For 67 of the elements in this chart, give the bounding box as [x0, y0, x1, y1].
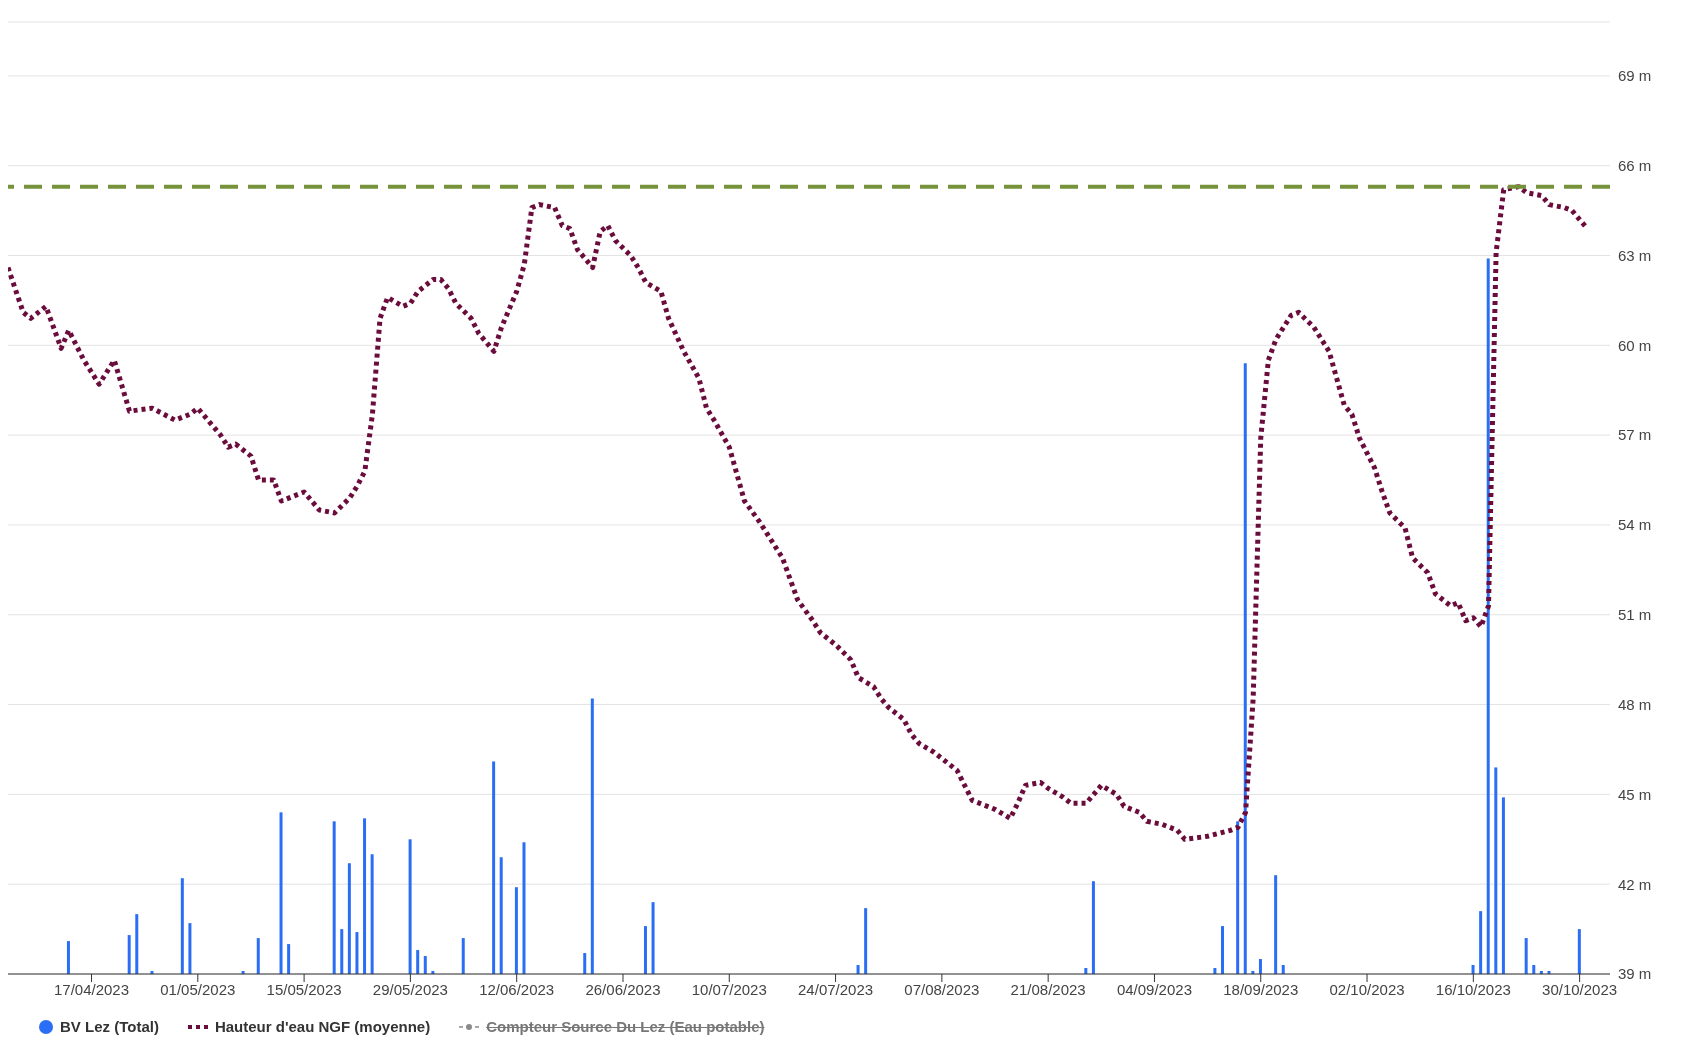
y-tick-label: 48 m [1618, 695, 1652, 713]
bar [180, 878, 184, 974]
bar [514, 887, 518, 974]
y-tick-label: 42 m [1618, 875, 1652, 893]
legend-label: BV Lez (Total) [60, 1018, 159, 1035]
y-tick-label: 57 m [1618, 426, 1652, 444]
bar [1479, 911, 1483, 974]
y-tick-label: 69 m [1618, 67, 1652, 85]
bar [279, 812, 283, 974]
x-tick-label: 29/05/2023 [372, 980, 448, 998]
x-tick-label: 26/06/2023 [585, 980, 661, 998]
x-tick-label: 15/05/2023 [266, 980, 342, 998]
x-tick-label: 21/08/2023 [1010, 980, 1086, 998]
bar [370, 854, 374, 974]
y-tick-label: 66 m [1618, 157, 1652, 175]
x-tick-label: 18/09/2023 [1223, 980, 1299, 998]
y-tick-label: 45 m [1618, 785, 1652, 803]
x-tick-label: 16/10/2023 [1435, 980, 1511, 998]
bar [1494, 767, 1498, 974]
bar [1274, 875, 1278, 974]
x-tick-label: 30/10/2023 [1542, 980, 1618, 998]
bar [1501, 797, 1505, 974]
bar [287, 944, 291, 974]
bar [416, 950, 420, 974]
bar [864, 908, 868, 974]
x-tick-label: 17/04/2023 [53, 980, 130, 998]
bar [1236, 821, 1240, 974]
bar [651, 902, 655, 974]
bar [188, 923, 192, 974]
bar [1243, 363, 1247, 974]
bar [492, 761, 496, 974]
bar [583, 953, 587, 974]
bar [332, 821, 336, 974]
x-tick-label: 07/08/2023 [904, 980, 980, 998]
x-tick-label: 24/07/2023 [798, 980, 874, 998]
legend-label: Hauteur d'eau NGF (moyenne) [214, 1018, 431, 1035]
bar [590, 698, 594, 974]
y-tick-label: 39 m [1618, 965, 1652, 983]
y-tick-label: 51 m [1618, 606, 1652, 624]
bar [135, 914, 139, 974]
bar [256, 938, 260, 974]
bar [1220, 926, 1224, 974]
y-tick-label: 63 m [1618, 246, 1652, 264]
bar [340, 929, 344, 974]
bar [1258, 959, 1262, 974]
bar [127, 935, 131, 974]
bar [522, 842, 526, 974]
bar [66, 941, 70, 974]
bar [499, 857, 503, 974]
x-tick-label: 02/10/2023 [1329, 980, 1405, 998]
legend-label: Compteur Source Du Lez (Eau potable) [486, 1018, 765, 1035]
bar [347, 863, 351, 974]
bar [355, 932, 359, 974]
bar [1577, 929, 1581, 974]
y-tick-label: 60 m [1618, 336, 1652, 354]
x-tick-label: 01/05/2023 [160, 980, 236, 998]
bar [408, 839, 412, 974]
bar [1091, 881, 1095, 974]
x-tick-label: 12/06/2023 [479, 980, 555, 998]
y-tick-label: 54 m [1618, 516, 1652, 534]
bar [1524, 938, 1528, 974]
x-tick-label: 10/07/2023 [691, 980, 767, 998]
bar [461, 938, 465, 974]
bar [423, 956, 427, 974]
x-tick-label: 04/09/2023 [1116, 980, 1192, 998]
bar [643, 926, 647, 974]
bar [363, 818, 367, 974]
